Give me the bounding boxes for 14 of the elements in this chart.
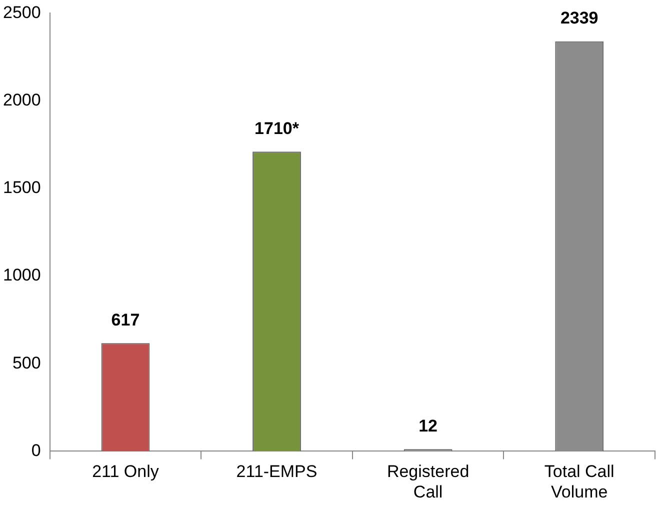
y-tick-label: 1000 <box>2 266 41 285</box>
data-label: 12 <box>418 416 438 436</box>
data-label: 617 <box>111 310 140 330</box>
data-label: 2339 <box>560 8 598 28</box>
x-tick-label: Registered Call <box>386 462 470 502</box>
y-tick-label: 2500 <box>2 2 41 22</box>
x-tick-label: 211-EMPS <box>236 462 318 482</box>
y-tick-label: 0 <box>31 440 41 460</box>
data-label: 1710* <box>254 118 300 138</box>
x-tick-label: 211 Only <box>92 462 160 482</box>
x-tick-label: Total Call Volume <box>544 462 614 502</box>
y-tick-label: 500 <box>12 353 41 372</box>
y-tick-label: 1500 <box>2 178 41 198</box>
y-tick-label: 2000 <box>2 90 41 110</box>
